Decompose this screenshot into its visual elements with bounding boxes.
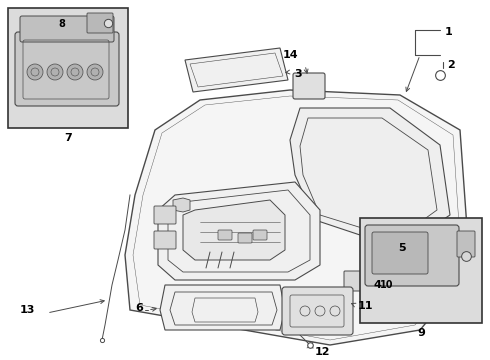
Circle shape bbox=[47, 64, 63, 80]
FancyBboxPatch shape bbox=[154, 206, 176, 224]
FancyBboxPatch shape bbox=[372, 232, 428, 274]
Polygon shape bbox=[185, 48, 288, 92]
Text: 6: 6 bbox=[135, 303, 143, 313]
Bar bbox=[8, 8, 128, 128]
Text: 13: 13 bbox=[20, 305, 35, 315]
FancyBboxPatch shape bbox=[87, 13, 113, 33]
Text: 3: 3 bbox=[294, 69, 302, 79]
FancyBboxPatch shape bbox=[15, 32, 119, 106]
FancyBboxPatch shape bbox=[365, 225, 459, 286]
Polygon shape bbox=[158, 182, 320, 280]
Text: 10: 10 bbox=[380, 280, 393, 290]
Polygon shape bbox=[125, 90, 470, 345]
Text: 14: 14 bbox=[282, 50, 298, 60]
Text: 9: 9 bbox=[417, 328, 425, 338]
FancyBboxPatch shape bbox=[379, 238, 403, 252]
Circle shape bbox=[27, 64, 43, 80]
FancyBboxPatch shape bbox=[293, 73, 325, 99]
Text: 4: 4 bbox=[373, 280, 381, 290]
FancyBboxPatch shape bbox=[379, 263, 403, 277]
Text: 8: 8 bbox=[59, 19, 66, 29]
Text: 1: 1 bbox=[445, 27, 453, 37]
Text: 5: 5 bbox=[398, 243, 406, 253]
FancyBboxPatch shape bbox=[20, 16, 114, 42]
FancyBboxPatch shape bbox=[238, 233, 252, 243]
Bar bbox=[360, 218, 482, 323]
FancyBboxPatch shape bbox=[218, 230, 232, 240]
Text: 7: 7 bbox=[64, 133, 72, 143]
FancyBboxPatch shape bbox=[154, 231, 176, 249]
Text: 2: 2 bbox=[447, 60, 455, 70]
Polygon shape bbox=[160, 285, 285, 330]
Text: 12: 12 bbox=[315, 347, 330, 357]
Circle shape bbox=[87, 64, 103, 80]
FancyBboxPatch shape bbox=[282, 287, 353, 335]
Polygon shape bbox=[183, 200, 285, 260]
Text: 11: 11 bbox=[358, 301, 373, 311]
FancyBboxPatch shape bbox=[253, 230, 267, 240]
FancyBboxPatch shape bbox=[457, 231, 475, 257]
Polygon shape bbox=[173, 198, 190, 212]
FancyBboxPatch shape bbox=[344, 271, 376, 291]
Circle shape bbox=[67, 64, 83, 80]
Polygon shape bbox=[290, 108, 450, 235]
